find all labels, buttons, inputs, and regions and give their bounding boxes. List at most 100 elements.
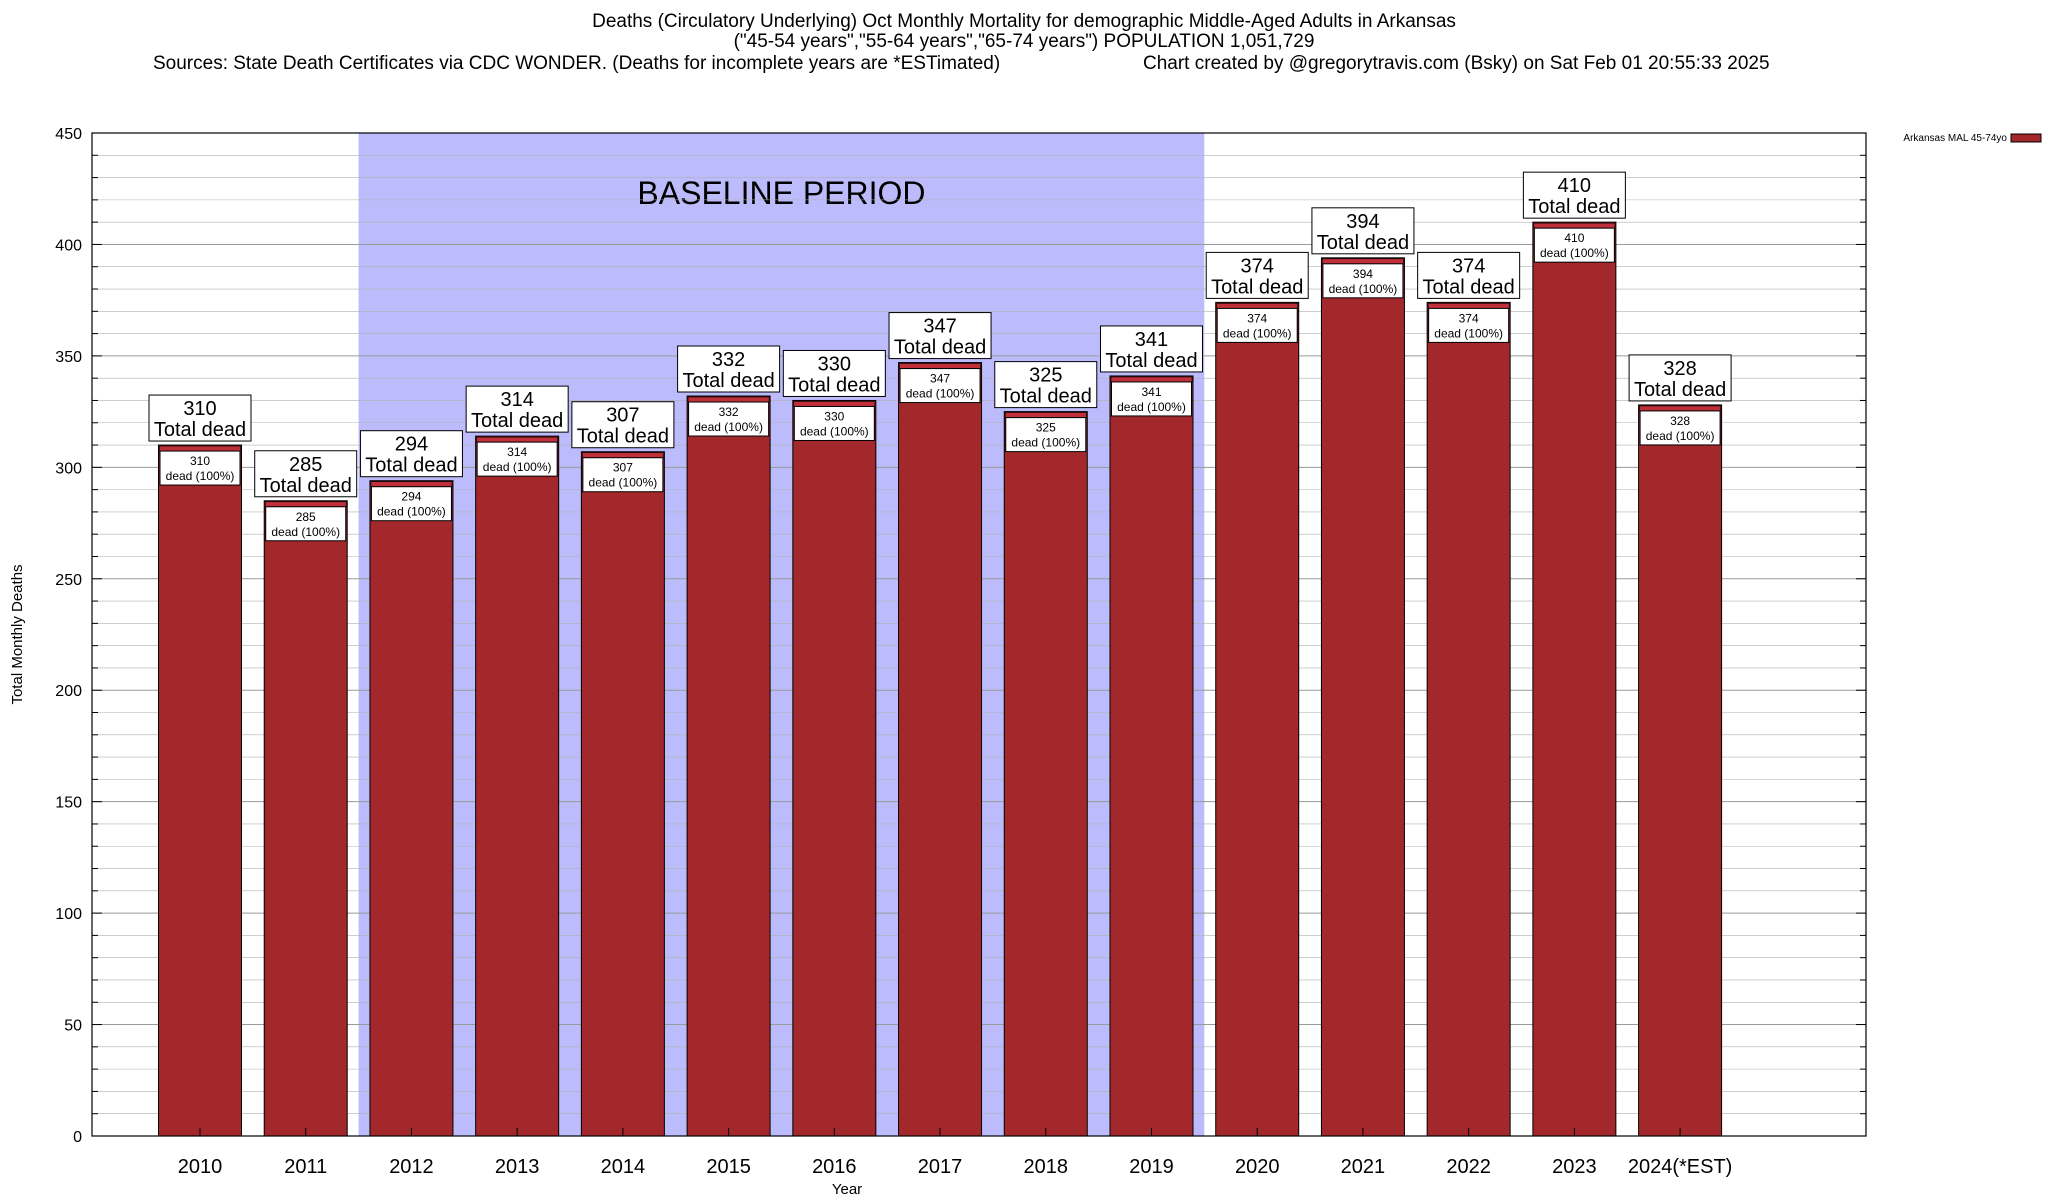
bar-total-label-box: [571, 401, 675, 449]
bar-total-label-value: 325: [1029, 365, 1062, 387]
x-tick-label: 2010: [178, 1156, 223, 1178]
bar-total-label-box: [782, 349, 886, 397]
bar-cap: [1110, 376, 1193, 383]
x-tick-label: 2013: [495, 1156, 540, 1178]
bar-inner-label-text: dead (100%): [1434, 326, 1503, 340]
bar-total-label-value: 332: [712, 349, 745, 371]
bar-inner-label-value: 410: [1564, 231, 1584, 245]
bar-total-label-box: [1311, 207, 1415, 255]
bar: [1003, 411, 1088, 1137]
bar-total-label-box: [1099, 325, 1203, 373]
bar-cap: [476, 436, 558, 443]
bar-total-label-box: [465, 385, 569, 433]
y-tick-label: 300: [55, 460, 82, 477]
bar-inner-label-box: [159, 450, 241, 486]
bar-total-label-box: [1522, 171, 1626, 219]
bar-inner-label-text: dead (100%): [377, 505, 446, 519]
bar-inner-label-text: dead (100%): [1117, 400, 1186, 414]
bar-cap: [582, 452, 664, 459]
bar-inner-label-value: 307: [613, 461, 633, 475]
bar-total-label-text: Total dead: [1634, 379, 1726, 401]
bar: [1109, 375, 1194, 1137]
bar-total-label-box: [148, 394, 252, 442]
bar-inner-label-value: 374: [1247, 311, 1267, 325]
bar-inner-label-box: [1005, 417, 1087, 453]
bar-inner-label-box: [1322, 263, 1404, 299]
bar-total-label-text: Total dead: [1105, 350, 1197, 372]
bar-inner-label-box: [476, 441, 558, 477]
y-tick-label: 250: [55, 572, 82, 589]
chart-title-line2: ("45-54 years","55-64 years","65-74 year…: [733, 31, 1315, 52]
y-tick-label: 350: [55, 349, 82, 366]
bar: [898, 362, 983, 1137]
bar-inner-label-box: [1533, 227, 1615, 263]
bar-total-label-value: 307: [606, 405, 639, 427]
bar-inner-label-box: [1110, 381, 1192, 417]
bar-total-label-box: [677, 345, 781, 393]
bar-inner-label-text: dead (100%): [694, 420, 763, 434]
bar-total-label-box: [1417, 251, 1521, 299]
bar-inner-label-box: [1428, 307, 1510, 343]
bar-total-label-box: [1628, 354, 1732, 402]
x-tick-label: 2019: [1129, 1156, 1174, 1178]
bar-inner-label-box: [265, 506, 347, 542]
bar-cap: [1427, 303, 1510, 309]
bar-total-label-text: Total dead: [1423, 276, 1515, 298]
bar: [1638, 404, 1723, 1137]
bar-total-label-box: [359, 430, 463, 478]
bar-inner-label-value: 310: [190, 454, 210, 468]
bar-total-label-value: 328: [1663, 358, 1696, 380]
bar-cap: [264, 501, 347, 508]
bar-cap: [1533, 222, 1616, 229]
bar-total-label-text: Total dead: [682, 370, 774, 392]
bar-inner-label-text: dead (100%): [800, 424, 869, 438]
y-tick-label: 450: [55, 126, 82, 143]
bar-total-label-box: [994, 361, 1098, 409]
bar: [263, 500, 348, 1137]
x-tick-label: 2011: [284, 1156, 327, 1178]
bar-cap: [1322, 258, 1404, 265]
bar-inner-label-text: dead (100%): [1646, 429, 1715, 443]
bar-cap: [687, 396, 770, 403]
bar-inner-label-text: dead (100%): [1011, 436, 1080, 450]
y-tick-label: 150: [55, 795, 82, 812]
bar-total-label-value: 374: [1452, 255, 1485, 277]
bar-cap: [793, 401, 876, 407]
bar-cap: [370, 481, 453, 488]
bar-total-label-text: Total dead: [1000, 386, 1092, 408]
bar-inner-label-value: 332: [719, 405, 739, 419]
bar-inner-label-text: dead (100%): [906, 387, 975, 401]
bar-cap: [159, 445, 241, 452]
y-tick-label: 100: [55, 906, 82, 923]
bar-total-label-text: Total dead: [894, 337, 986, 359]
bar-inner-label-value: 394: [1353, 267, 1373, 281]
bar-total-label-value: 330: [818, 353, 851, 375]
bar-total-label-box: [888, 312, 992, 360]
bar-total-label-value: 410: [1558, 175, 1591, 197]
bar-cap: [1639, 405, 1721, 412]
x-tick-label: 2014: [601, 1156, 646, 1178]
bar-inner-label-text: dead (100%): [1540, 246, 1609, 260]
bar-total-label-box: [1205, 251, 1309, 299]
bar-inner-label-text: dead (100%): [271, 525, 340, 539]
bar: [686, 395, 771, 1137]
bar: [1215, 301, 1300, 1137]
bar-total-label-text: Total dead: [365, 455, 457, 477]
x-tick-label: 2023: [1552, 1156, 1597, 1178]
bar-inner-label-value: 341: [1141, 385, 1161, 399]
bar: [580, 451, 665, 1137]
bar-inner-label-value: 325: [1036, 421, 1056, 435]
bar: [158, 444, 242, 1137]
bar-inner-label-value: 328: [1670, 414, 1690, 428]
bar-total-label-value: 341: [1135, 329, 1168, 351]
y-axis-title: Total Monthly Deaths: [9, 564, 26, 704]
bar-inner-label-value: 330: [824, 409, 844, 423]
bar-total-label-text: Total dead: [788, 374, 880, 396]
bar-total-label-value: 285: [289, 454, 322, 476]
bar: [1320, 257, 1405, 1137]
bar-inner-label-text: dead (100%): [483, 460, 552, 474]
bar-total-label-value: 394: [1346, 211, 1379, 233]
bar-total-label-value: 314: [500, 389, 533, 411]
bar-total-label-box: [254, 450, 358, 498]
